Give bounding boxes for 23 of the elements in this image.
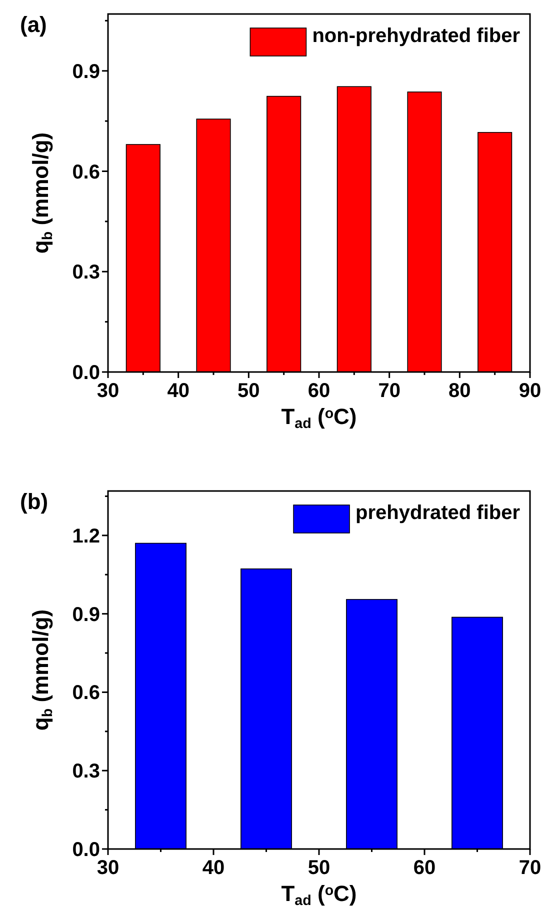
x-tick-label: 90 [518,380,542,402]
chart-title: (b) [20,489,48,514]
y-tick-label: 1.2 [72,525,100,548]
x-tick-label: 60 [308,380,330,402]
x-tick-label: 80 [448,380,471,402]
x-axis-title: T$_{ad}$ ($^{o}$C) [281,404,357,432]
y-tick-label: 0.9 [72,60,100,83]
y-tick-label: 0.3 [72,262,100,284]
legend-label: non-prehydrated fiber [312,25,520,47]
legend-label: prehydrated fiber [356,502,520,524]
chart-title: (a) [20,12,47,37]
y-tick-label: 0.6 [72,161,100,184]
y-tick-label: 0.3 [72,760,100,783]
x-tick-label: 60 [413,857,436,879]
x-tick-label: 70 [518,857,542,879]
x-tick-label: 40 [202,857,225,879]
y-tick-label: 0.9 [72,604,100,626]
x-tick-label: 70 [378,380,400,402]
x-tick-label: 50 [238,380,260,402]
x-tick-label: 40 [167,380,190,402]
x-axis-title: T$_{ad}$ ($^{o}$C) [281,881,357,910]
x-tick-label: 50 [308,857,330,879]
y-tick-label: 0.6 [72,682,100,704]
